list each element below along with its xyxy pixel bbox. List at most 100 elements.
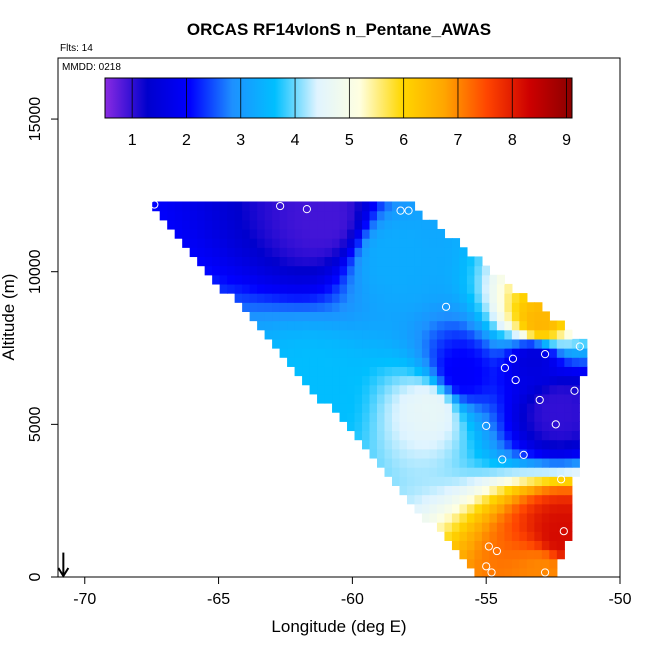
heatmap-cell [519, 329, 528, 340]
heatmap-cell [496, 485, 505, 496]
heatmap-cell [362, 219, 371, 230]
heatmap-cell [429, 283, 438, 294]
heatmap-cell [489, 421, 498, 432]
heatmap-cell [279, 265, 288, 276]
heatmap-cell [481, 393, 490, 404]
heatmap-cell [429, 338, 438, 349]
heatmap-cell [257, 247, 266, 258]
heatmap-cell [489, 375, 498, 386]
heatmap-cell [212, 228, 221, 239]
heatmap-cell [541, 494, 550, 505]
heatmap-cell [459, 421, 468, 432]
heatmap-cell [377, 265, 386, 276]
heatmap-cell [474, 421, 483, 432]
heatmap-cell [302, 329, 311, 340]
heatmap-cell [414, 494, 423, 505]
heatmap-cell [391, 384, 401, 395]
heatmap-cell [444, 357, 453, 367]
heatmap-cell [429, 494, 438, 505]
sample-marker [551, 420, 560, 429]
heatmap-cell [384, 393, 393, 404]
heatmap-cell [451, 494, 461, 505]
heatmap-cell [324, 357, 333, 367]
heatmap-cell [429, 467, 438, 477]
heatmap-cell [519, 457, 528, 468]
heatmap-cell [564, 329, 573, 340]
heatmap-cell [489, 512, 498, 523]
heatmap-cell [429, 439, 438, 450]
heatmap-cell [444, 430, 453, 441]
heatmap-cell [421, 329, 431, 340]
heatmap-cell [519, 476, 528, 487]
heatmap-cell [466, 274, 476, 285]
heatmap-cell [481, 522, 490, 532]
heatmap-cell [541, 375, 550, 386]
heatmap-cell [496, 366, 505, 377]
heatmap-cell [549, 402, 558, 413]
heatmap-cell [309, 357, 318, 367]
heatmap-cell [302, 320, 311, 331]
heatmap-cell [399, 256, 408, 267]
heatmap-cell [481, 485, 490, 496]
heatmap-cell [504, 320, 513, 331]
heatmap-cell [526, 357, 535, 367]
heatmap-cell [451, 329, 461, 340]
heatmap-cell [534, 512, 543, 523]
heatmap-cell [421, 293, 431, 303]
heatmap-cell [436, 384, 446, 395]
heatmap-cell [264, 201, 273, 212]
heatmap-cell [451, 412, 461, 422]
heatmap-cell [444, 512, 453, 523]
heatmap-cell [526, 439, 535, 450]
heatmap-cell [354, 238, 363, 248]
heatmap-cell [406, 320, 416, 331]
heatmap-cell [369, 412, 378, 422]
heatmap-cell [399, 448, 408, 459]
heatmap-cell [451, 320, 461, 331]
flights-annotation: Flts: 14 [60, 43, 93, 54]
heatmap-cell [556, 412, 565, 422]
heatmap-cell [429, 421, 438, 432]
heatmap-cell [369, 219, 378, 230]
heatmap-cell [174, 219, 183, 230]
heatmap-cell [474, 311, 483, 322]
heatmap-cell [347, 311, 356, 322]
heatmap-cell [519, 494, 528, 505]
down-arrow-icon [57, 552, 70, 578]
heatmap-cell [324, 393, 333, 404]
heatmap-cell [526, 311, 535, 322]
sample-marker [511, 375, 520, 385]
heatmap-cell [406, 283, 416, 294]
heatmap-cell [421, 348, 431, 358]
heatmap-cell [571, 393, 580, 404]
heatmap-cell [549, 558, 558, 569]
heatmap-cell [519, 412, 528, 422]
heatmap-cell [534, 549, 543, 560]
heatmap-cell [332, 338, 341, 349]
heatmap-cell [391, 357, 401, 367]
heatmap-cell [362, 201, 371, 212]
heatmap-cell [481, 558, 490, 569]
sample-marker [500, 363, 510, 372]
heatmap-cell [564, 375, 573, 386]
heatmap-cell [272, 311, 281, 322]
heatmap-cell [362, 439, 371, 450]
heatmap-cell [489, 338, 498, 349]
heatmap-cell [234, 238, 243, 248]
heatmap-cell [526, 467, 535, 477]
heatmap-cell [564, 457, 573, 468]
heatmap-cell [339, 256, 348, 267]
heatmap-cell [459, 522, 468, 532]
heatmap-cell [451, 302, 461, 312]
heatmap-cell [264, 256, 273, 267]
heatmap-cell [496, 348, 505, 358]
heatmap-cell [549, 531, 558, 541]
heatmap-cell [421, 430, 431, 441]
heatmap-cell [466, 485, 476, 496]
heatmap-cell [519, 430, 528, 441]
heatmap-cell [347, 283, 356, 294]
heatmap-cell [294, 256, 303, 267]
heatmap-cell [466, 366, 476, 377]
heatmap-cell [429, 256, 438, 267]
heatmap-cell [534, 448, 543, 459]
